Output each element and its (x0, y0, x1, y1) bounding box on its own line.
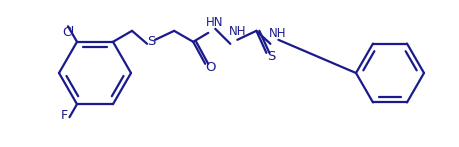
Text: F: F (61, 109, 68, 122)
Text: HN: HN (205, 16, 223, 29)
Text: S: S (146, 35, 155, 48)
Text: Cl: Cl (62, 26, 74, 39)
Text: NH: NH (268, 27, 285, 40)
Text: S: S (267, 50, 275, 63)
Text: NH: NH (228, 25, 246, 38)
Text: O: O (205, 61, 215, 74)
